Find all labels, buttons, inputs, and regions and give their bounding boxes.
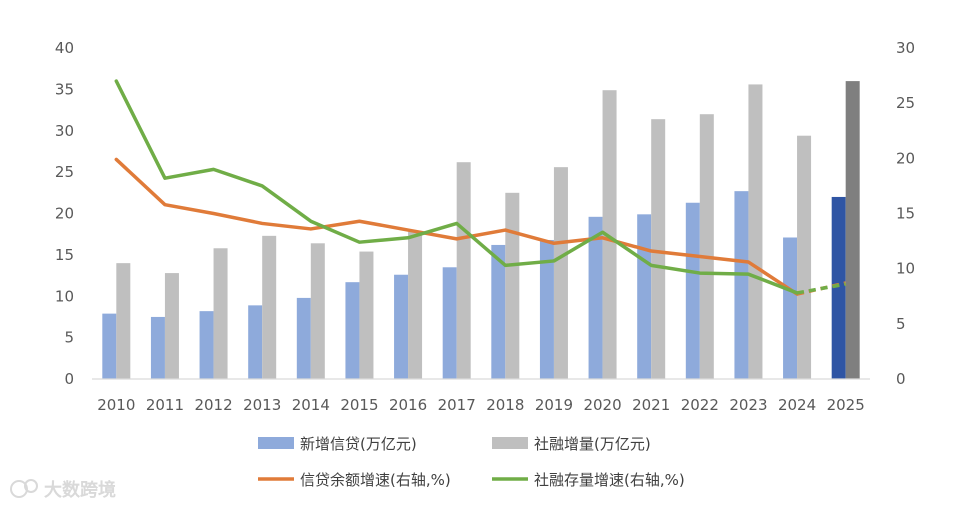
bar-social-financing — [164, 273, 179, 379]
loan-growth-line — [114, 157, 799, 296]
legend: 新增信贷(万亿元) 社融增量(万亿元) 信贷余额增速(右轴,%) 社融存量增速(右轴,… — [258, 435, 685, 489]
x-tick-label: 2020 — [583, 396, 621, 414]
y-left-tick-label: 5 — [64, 329, 74, 347]
bar-new-loans — [442, 267, 457, 379]
bars-layer — [102, 81, 860, 379]
bar-new-loans — [588, 216, 603, 379]
x-tick-label: 2010 — [97, 396, 135, 414]
watermark-text: 大数跨境 — [44, 479, 116, 501]
y-left-tick-label: 25 — [55, 163, 74, 181]
bar-new-loans — [539, 239, 554, 379]
bar-social-financing — [456, 162, 471, 379]
bar-social-financing — [310, 243, 325, 379]
legend-swatch-bar — [492, 437, 528, 449]
y-left-tick-label: 35 — [55, 80, 74, 98]
bar-new-loans — [394, 274, 409, 379]
bar-new-loans — [783, 237, 798, 379]
bar-new-loans — [345, 282, 360, 379]
bar-new-loans — [491, 244, 506, 379]
watermark: 大数跨境 — [10, 479, 116, 501]
y-axis-left: 0 5 10 15 20 25 30 35 40 — [55, 39, 74, 388]
bar-new-loans — [296, 297, 311, 379]
legend-label: 社融增量(万亿元) — [534, 435, 651, 453]
x-tick-label: 2015 — [340, 396, 378, 414]
bar-social-financing — [553, 167, 568, 379]
bar-new-loans — [685, 202, 700, 379]
bar-social-financing — [505, 192, 520, 379]
y-left-tick-label: 0 — [64, 370, 74, 388]
y-right-tick-label: 20 — [896, 149, 915, 167]
legend-swatch-bar — [258, 437, 294, 449]
y-right-tick-label: 10 — [896, 260, 915, 278]
financing-growth-line-forecast — [796, 282, 847, 295]
x-tick-label: 2022 — [681, 396, 719, 414]
x-tick-label: 2019 — [535, 396, 573, 414]
y-left-tick-label: 20 — [55, 205, 74, 223]
y-right-tick-label: 25 — [896, 94, 915, 112]
bar-new-loans — [199, 311, 214, 379]
y-left-tick-label: 30 — [55, 122, 74, 140]
y-right-tick-label: 5 — [896, 315, 906, 333]
lines-layer — [114, 79, 847, 296]
bar-social-financing — [651, 119, 666, 379]
x-tick-label: 2024 — [778, 396, 816, 414]
bar-new-loans — [150, 316, 165, 379]
y-left-tick-label: 10 — [55, 287, 74, 305]
x-tick-label: 2017 — [438, 396, 476, 414]
x-tick-label: 2012 — [194, 396, 232, 414]
y-left-tick-label: 40 — [55, 39, 74, 57]
bar-new-loans — [248, 305, 263, 379]
bar-new-loans — [637, 214, 652, 379]
bar-new-loans — [831, 196, 846, 379]
x-tick-label: 2011 — [146, 396, 184, 414]
x-axis-ticks: 2010 2011 2012 2013 2014 2015 2016 2017 2018 2019… — [97, 396, 865, 414]
x-tick-label: 2018 — [486, 396, 524, 414]
bar-social-financing — [845, 81, 860, 379]
legend-label: 信贷余额增速(右轴,%) — [300, 471, 451, 489]
y-right-tick-label: 15 — [896, 205, 915, 223]
bar-social-financing — [748, 84, 763, 379]
bar-social-financing — [602, 90, 617, 379]
watermark-logo-icon — [10, 479, 38, 498]
bar-new-loans — [734, 191, 749, 379]
bar-new-loans — [102, 313, 117, 379]
bar-social-financing — [699, 114, 714, 379]
bar-social-financing — [797, 135, 812, 379]
financing-growth-line — [114, 79, 799, 295]
y-left-tick-label: 15 — [55, 246, 74, 264]
legend-label: 社融存量增速(右轴,%) — [534, 471, 685, 489]
x-tick-label: 2025 — [827, 396, 865, 414]
bar-social-financing — [116, 263, 131, 379]
x-tick-label: 2021 — [632, 396, 670, 414]
y-axis-right: 0 5 10 15 20 25 30 — [896, 39, 915, 388]
legend-label: 新增信贷(万亿元) — [300, 435, 417, 453]
y-right-tick-label: 0 — [896, 370, 906, 388]
bar-social-financing — [408, 231, 423, 379]
x-tick-label: 2014 — [292, 396, 330, 414]
y-right-tick-label: 30 — [896, 39, 915, 57]
bar-social-financing — [262, 235, 277, 379]
x-tick-label: 2023 — [729, 396, 767, 414]
x-tick-label: 2013 — [243, 396, 281, 414]
bar-social-financing — [359, 251, 374, 379]
bar-social-financing — [213, 248, 228, 379]
x-tick-label: 2016 — [389, 396, 427, 414]
